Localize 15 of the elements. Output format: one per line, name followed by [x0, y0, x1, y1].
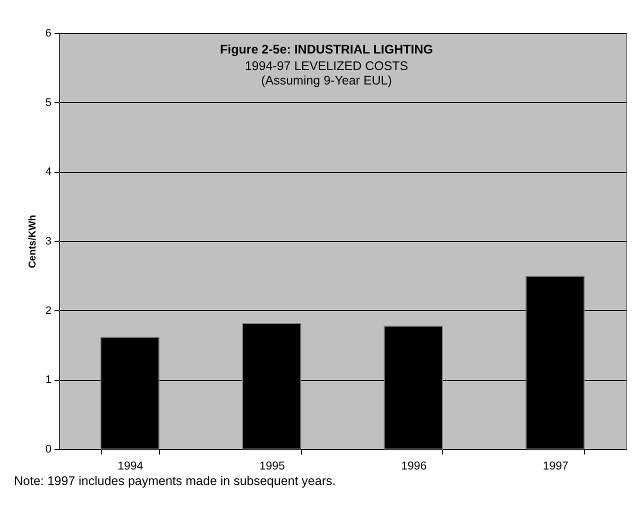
y-tick-label: 5: [45, 96, 52, 109]
text: 1994-97 LEVELIZED COSTS (Assuming 9-Year EUL): [244, 59, 408, 88]
x-tick-label: 1996: [401, 460, 427, 472]
text: Figure 2-5e: INDUSTRIAL LIGHTING: [220, 42, 433, 56]
y-tick-label: 3: [45, 236, 52, 248]
y-tick-label: 6: [45, 28, 52, 40]
y-tick-label: 2: [45, 304, 52, 317]
y-tick-label: 4: [45, 166, 52, 178]
text: Note: 1997 includes payments made in subsequent years.: [14, 474, 336, 488]
x-tick-label: 1994: [118, 460, 144, 472]
y-axis-title: Cents/KWh: [27, 214, 38, 268]
x-tick-label: 1995: [259, 460, 285, 472]
x-tick-label: 1997: [542, 460, 568, 472]
y-tick-label: 0: [45, 444, 52, 456]
y-tick-label: 1: [45, 374, 52, 386]
